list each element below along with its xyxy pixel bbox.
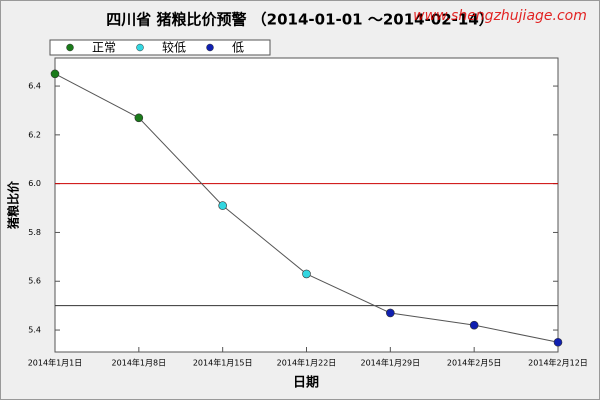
x-tick-label: 2014年1月15日 (193, 358, 253, 368)
y-tick-label: 6.2 (28, 130, 41, 139)
x-tick-label: 2014年1月1日 (28, 358, 83, 368)
x-axis-label: 日期 (293, 376, 319, 391)
point (553, 337, 563, 347)
x-tick-label: 2014年1月22日 (277, 358, 337, 368)
point (302, 269, 311, 279)
y-tick-label: 6.0 (28, 179, 41, 188)
plot-area (54, 57, 559, 353)
legend-marker (136, 43, 144, 52)
legend-label: 较低 (162, 40, 186, 55)
x-tick-label: 2014年1月8日 (112, 358, 167, 368)
y-tick-label: 5.4 (28, 326, 41, 335)
legend-marker (66, 43, 74, 52)
point (469, 320, 479, 330)
legend (49, 39, 271, 56)
point (386, 308, 395, 318)
point (218, 201, 227, 210)
legend-label: 正常 (92, 41, 116, 55)
y-tick-label: 6.4 (28, 82, 41, 91)
point (134, 113, 144, 123)
chart-title: 四川省 猪粮比价预警 （2014-01-01 ～2014-02-14） (106, 11, 494, 29)
y-tick-label: 5.6 (28, 277, 41, 286)
watermark: www.shengzhujiage.com (413, 8, 587, 24)
legend-marker (206, 43, 214, 52)
x-tick-label: 2014年2月12日 (528, 358, 588, 368)
x-tick-label: 2014年2月5日 (447, 358, 502, 368)
y-tick-label: 5.8 (28, 228, 41, 237)
y-axis-label: 猪粮比价 (6, 180, 21, 230)
x-tick-label: 2014年1月29日 (361, 358, 421, 368)
legend-label: 低 (232, 41, 244, 55)
point (50, 69, 60, 79)
